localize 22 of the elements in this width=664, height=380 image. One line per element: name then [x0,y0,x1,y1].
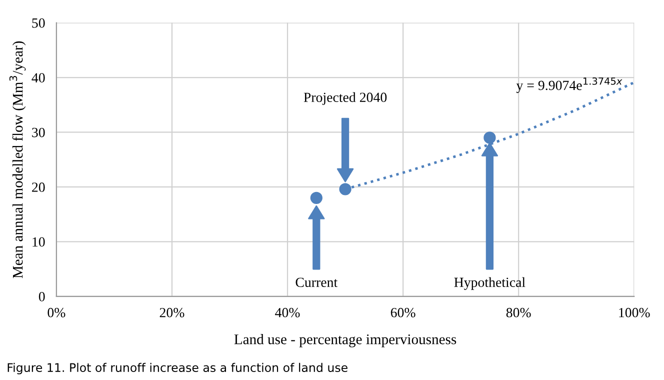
annotation: y = 9.9074e$^{1.3745x}$ [516,77,622,93]
y-tick-label: 0 [38,292,45,302]
x-tick-label: 20% [160,308,184,318]
x-axis-title: Land use - percentage imperviousness [234,334,456,348]
y-tick-label: 10 [32,237,45,247]
y-axis-title: Mean annual modelled flow (Mm$^{3}$/year) [9,41,26,278]
y-tick-label: 30 [32,128,45,138]
point [339,183,352,196]
x-tick-label: 80% [506,308,531,318]
x-tick-label: 100% [619,308,650,318]
point [310,192,322,204]
annotation: Hypothetical [454,277,526,290]
y-tick-label: 20 [32,182,45,192]
x-tick-label: 40% [275,308,300,318]
y-tick-label: 50 [32,18,45,28]
annotation: Projected 2040 [304,92,387,105]
caption: Figure 11. Plot of runoff increase as a function of land use [8,362,348,374]
point [484,132,496,144]
annotation: Current [296,278,338,288]
y-tick-label: 40 [32,73,45,82]
x-tick-label: 60% [390,308,416,318]
x-tick-label: 0% [48,308,66,318]
